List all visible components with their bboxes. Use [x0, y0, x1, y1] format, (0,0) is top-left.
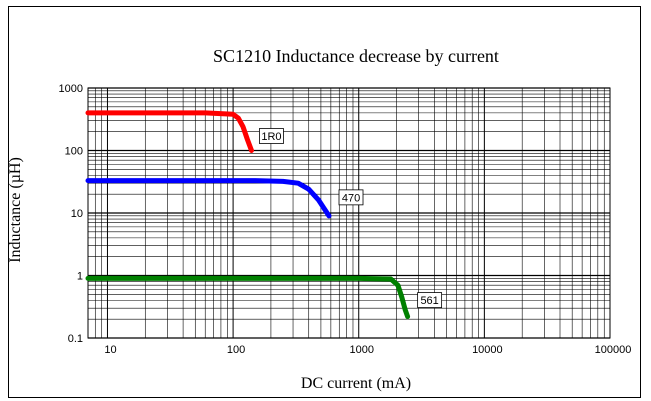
y-tick-label: 10 [71, 208, 83, 220]
series-label-text: 1R0 [261, 131, 281, 143]
series-label-561: 561 [417, 292, 443, 308]
y-axis-label: Inductance (µH) [7, 157, 24, 263]
series-line-561 [85, 275, 411, 320]
x-tick-label: 100000 [595, 344, 632, 356]
y-tick-label: 0.1 [68, 333, 83, 345]
series-lines [85, 110, 411, 320]
series-label-text: 470 [342, 192, 360, 204]
series-label-box [338, 189, 364, 206]
y-tick-label: 100 [65, 146, 83, 158]
chart-frame [8, 6, 641, 398]
series-label-1R0: 1R0 [259, 128, 284, 144]
grid-lines [87, 87, 611, 339]
series-label-text: 561 [420, 295, 438, 307]
series-labels: 1R0 470 561 [259, 128, 443, 308]
x-tick-label: 100 [227, 344, 245, 356]
x-tick-label: 1000 [349, 344, 373, 356]
series-label-470: 470 [338, 189, 364, 206]
y-tick-label: 1 [77, 271, 83, 283]
x-tick-label: 10000 [472, 344, 503, 356]
tick-labels: 10 100 1000 10000 100000 0.1 1 10 100 1000 [59, 83, 632, 356]
plot-border [87, 87, 611, 339]
series-label-box [259, 128, 284, 144]
series-line-1R0 [85, 110, 254, 153]
x-tick-label: 10 [104, 344, 116, 356]
series-line-470 [85, 178, 332, 219]
x-axis-label: DC current (mA) [301, 375, 411, 392]
chart-title: SC1210 Inductance decrease by current [213, 46, 499, 66]
series-label-box [417, 292, 443, 308]
y-tick-label: 1000 [59, 83, 83, 95]
